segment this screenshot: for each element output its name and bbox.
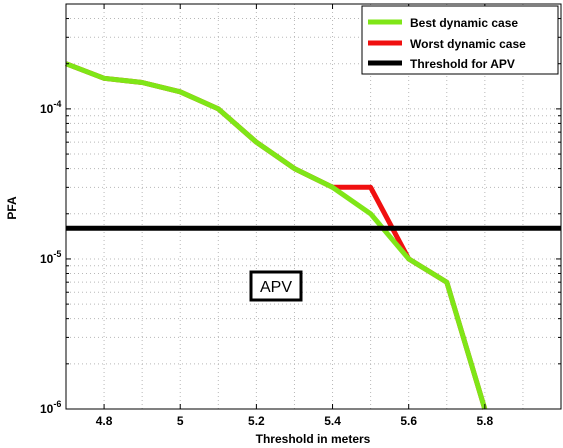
series-line-best [65, 61, 488, 410]
legend-label-best: Best dynamic case [410, 16, 518, 30]
series-lines [65, 61, 561, 410]
x-tick-label: 4.8 [96, 414, 113, 428]
x-tick-label: 5.4 [324, 414, 341, 428]
axis-ticks: 4.8 5 5.2 5.4 5.6 5.8 10-6 10-5 10-4 [40, 4, 561, 428]
legend: Best dynamic case Worst dynamic case Thr… [361, 5, 559, 75]
annotation-apv: APV [249, 270, 303, 302]
y-axis-title: PFA [5, 196, 19, 220]
plot-frame [65, 3, 562, 410]
legend-label-threshold: Threshold for APV [410, 57, 515, 71]
y-tick-label: 10-5 [40, 249, 61, 266]
x-tick-label: 5.2 [248, 414, 265, 428]
x-tick-label: 5.8 [477, 414, 494, 428]
legend-label-worst: Worst dynamic case [410, 37, 526, 51]
annotation-box [249, 270, 303, 302]
annotation-label: APV [260, 279, 292, 296]
y-tick-label: 10-6 [40, 399, 61, 416]
x-tick-label: 5.6 [400, 414, 417, 428]
y-tick-label: 10-4 [40, 99, 61, 116]
x-axis-title: Threshold in meters [256, 432, 371, 446]
x-tick-label: 5 [177, 414, 184, 428]
